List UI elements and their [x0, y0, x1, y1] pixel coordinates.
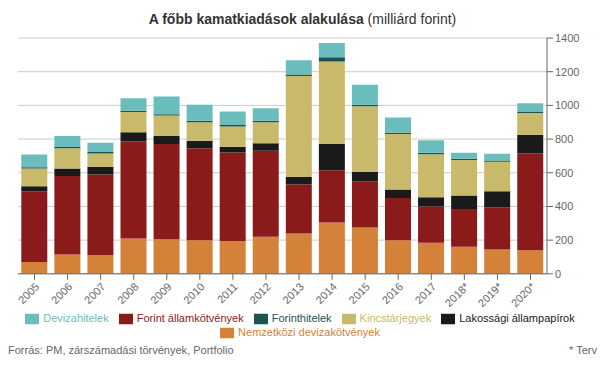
svg-text:2006: 2006	[49, 280, 75, 306]
svg-text:800: 800	[555, 133, 573, 145]
svg-text:600: 600	[555, 167, 573, 179]
html-text:Kincstárjegyek: Kincstárjegyek	[359, 311, 432, 324]
svg-text:2020*: 2020*	[509, 280, 538, 309]
svg-text:2010: 2010	[181, 280, 207, 306]
svg-text:2015: 2015	[346, 280, 372, 306]
svg-text:2019*: 2019*	[476, 280, 505, 309]
svg-text:2011: 2011	[215, 280, 240, 305]
svg-text:1400: 1400	[555, 32, 579, 44]
svg-text:2007: 2007	[82, 280, 108, 306]
svg-text:2014: 2014	[313, 280, 339, 306]
html-text:Devizahitelek: Devizahitelek	[43, 311, 109, 324]
svg-text:2018*: 2018*	[442, 280, 471, 309]
svg-text:2017: 2017	[412, 280, 438, 306]
html-text:A főbb kamatkiadások alakulása: A főbb kamatkiadások alakulása (milliárd…	[148, 11, 457, 27]
html-text:Lakossági állampapírok: Lakossági állampapírok	[459, 311, 575, 324]
svg-text:2013: 2013	[280, 280, 306, 306]
html-text:Nemzetközi devizakötvények: Nemzetközi devizakötvények	[238, 325, 380, 338]
html-text:Forint államkötvények: Forint államkötvények	[136, 311, 244, 324]
svg-text:200: 200	[555, 234, 573, 246]
svg-text:2012: 2012	[247, 280, 273, 306]
svg-text:2008: 2008	[115, 280, 141, 306]
html-text:Forrás: PM, zárszámadási törvé: Forrás: PM, zárszámadási törvények, Port…	[8, 344, 234, 356]
svg-text:1200: 1200	[555, 66, 579, 78]
svg-text:0: 0	[555, 268, 561, 280]
html-text:* Terv: * Terv	[569, 344, 597, 356]
svg-text:1000: 1000	[555, 99, 579, 111]
svg-text:400: 400	[555, 200, 573, 212]
svg-text:2016: 2016	[379, 280, 405, 306]
svg-text:2005: 2005	[16, 280, 42, 306]
html-text:Forinthitelek: Forinthitelek	[271, 311, 332, 324]
svg-text:2009: 2009	[148, 280, 174, 306]
